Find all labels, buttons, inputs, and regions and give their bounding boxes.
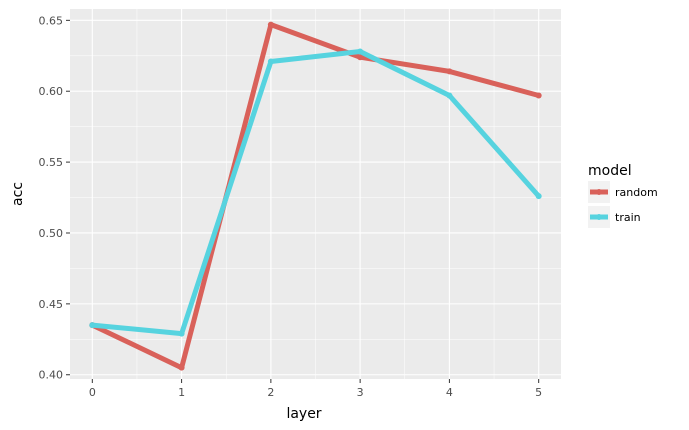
series-layer xyxy=(89,21,542,371)
legend-marker-random xyxy=(596,189,602,195)
x-axis-title: layer xyxy=(286,406,321,422)
data-point-train xyxy=(89,322,96,329)
x-tick-label: 5 xyxy=(535,386,542,399)
legend: model random train xyxy=(588,163,658,228)
data-point-random xyxy=(178,364,185,371)
x-tick-label: 1 xyxy=(178,386,185,399)
data-point-random xyxy=(357,54,364,61)
x-tick-label: 4 xyxy=(446,386,453,399)
y-tick-label: 0.50 xyxy=(39,227,64,240)
legend-label-train: train xyxy=(615,211,641,224)
y-tick-label: 0.60 xyxy=(39,85,64,98)
y-axis-ticks: 0.40 0.45 0.50 0.55 0.60 0.65 xyxy=(39,14,70,382)
y-tick-label: 0.45 xyxy=(39,298,64,311)
data-point-train xyxy=(178,330,185,337)
y-tick-label: 0.65 xyxy=(39,14,64,27)
y-tick-label: 0.55 xyxy=(39,156,64,169)
y-tick-label: 0.40 xyxy=(39,369,64,382)
data-point-random xyxy=(535,92,542,99)
x-axis-ticks: 0 1 2 3 4 5 xyxy=(89,379,542,399)
data-point-train xyxy=(446,92,453,99)
x-tick-label: 2 xyxy=(267,386,274,399)
data-point-random xyxy=(446,68,453,75)
legend-marker-train xyxy=(596,214,602,220)
series-line-random xyxy=(91,22,540,371)
y-axis-title: acc xyxy=(10,182,26,206)
data-point-random xyxy=(267,21,274,28)
grid-minor xyxy=(70,9,561,379)
x-tick-label: 3 xyxy=(357,386,364,399)
legend-title: model xyxy=(588,163,632,179)
legend-label-random: random xyxy=(615,186,658,199)
series-line-train xyxy=(92,49,541,337)
data-point-train xyxy=(535,193,542,200)
data-point-train xyxy=(267,58,274,65)
data-point-train xyxy=(357,48,364,55)
x-tick-label: 0 xyxy=(89,386,96,399)
